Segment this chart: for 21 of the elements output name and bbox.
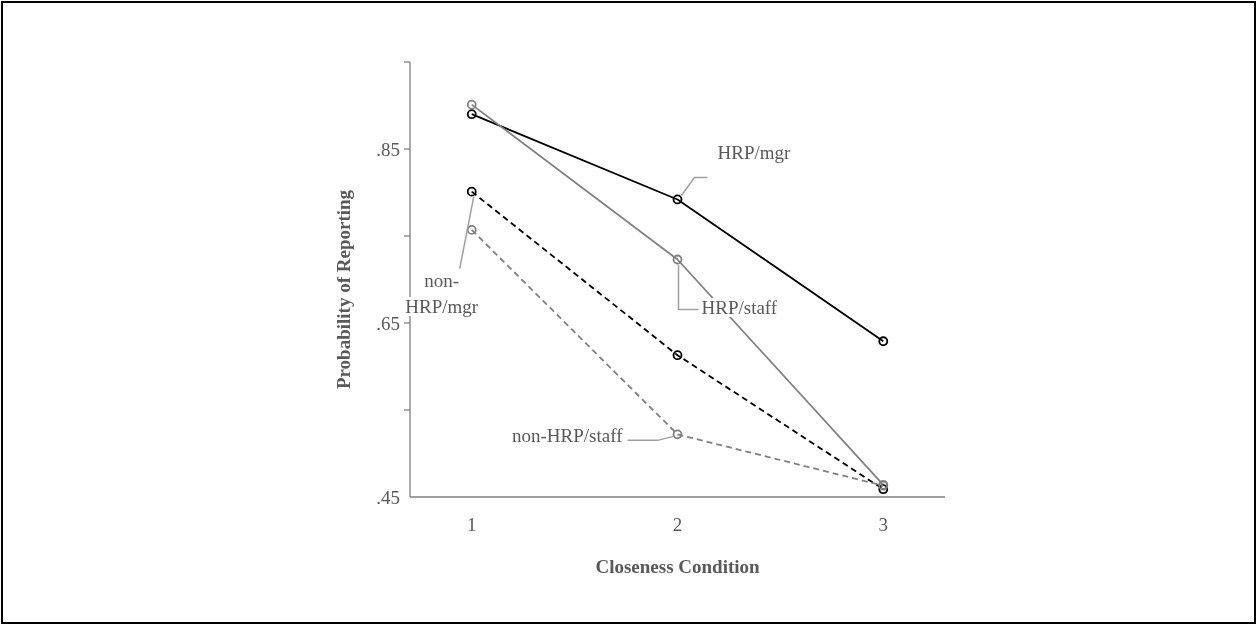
x-tick-label: 3: [878, 514, 889, 535]
text: non-HRP/mgr: [405, 269, 479, 317]
x-axis-title: Closeness Condition: [595, 556, 761, 577]
point: [672, 194, 683, 205]
y-tick-label: .45: [376, 486, 400, 508]
text: HRP/mgr: [717, 142, 792, 164]
point: [878, 484, 889, 495]
point: [466, 99, 477, 110]
point: [672, 429, 683, 440]
x-tick-label: 1: [466, 514, 477, 535]
point: [466, 225, 477, 235]
point: [466, 109, 477, 120]
series-label: non-HRP/staff: [512, 425, 624, 447]
y-axis-title: Probability of Reporting: [333, 189, 354, 390]
point: [466, 186, 477, 197]
point: [672, 254, 683, 265]
x-tick-label: 2: [672, 514, 683, 535]
y-tick-label: .65: [376, 312, 400, 334]
y-tick-label: .85: [376, 138, 400, 160]
point: [878, 336, 889, 347]
point: [672, 350, 683, 361]
